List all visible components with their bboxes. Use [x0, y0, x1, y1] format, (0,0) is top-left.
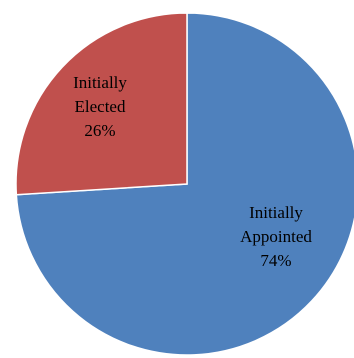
slice-label-line: Initially — [249, 203, 303, 222]
slice-label-line: Elected — [75, 97, 126, 116]
pie-slices — [15, 12, 354, 356]
pie-labels: Initially Appointed 74% Initially Elected 26% — [73, 73, 312, 270]
pie-slice-1 — [15, 12, 354, 356]
slice-label-1: Initially Appointed 74% — [240, 203, 312, 270]
slice-label-line: 26% — [84, 121, 115, 140]
slice-label-2: Initially Elected 26% — [73, 73, 127, 140]
slice-label-line: Appointed — [240, 227, 312, 246]
slice-label-line: Initially — [73, 73, 127, 92]
slice-label-line: 74% — [260, 251, 291, 270]
pie-slice-2 — [15, 12, 188, 196]
